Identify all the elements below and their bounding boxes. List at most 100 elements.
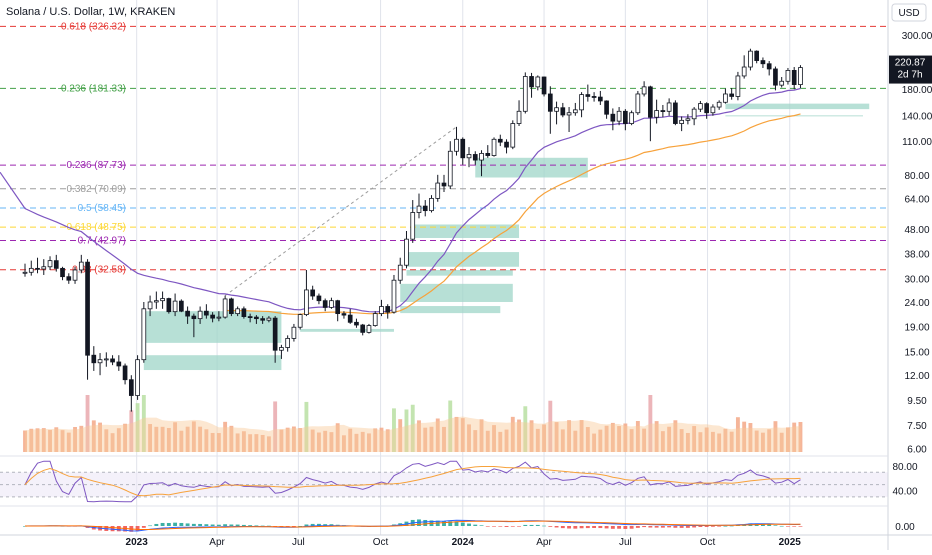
candle-body [698, 103, 703, 110]
volume-bar [379, 427, 384, 452]
candle-body [335, 300, 341, 315]
volume-bar [773, 421, 778, 452]
volume-bar [254, 434, 259, 452]
candle-body [723, 93, 728, 103]
volume-bar [442, 426, 446, 452]
candle-body [128, 379, 134, 396]
volume-bar [492, 425, 496, 452]
volume-bar [617, 426, 622, 452]
macd-hist-bar [517, 526, 521, 527]
candle-body [491, 138, 497, 156]
volume-bar [54, 427, 59, 452]
time-tick-label: 2023 [126, 537, 149, 548]
volume-bar [573, 430, 578, 452]
volume-bar [141, 395, 146, 452]
volume-bar [323, 430, 328, 452]
macd-hist-bar [173, 522, 178, 526]
volume-bar [291, 426, 296, 452]
volume-bar [392, 408, 396, 452]
macd-hist-bar [585, 526, 590, 529]
candle-body [504, 141, 509, 148]
macd-hist-bar [179, 522, 184, 526]
volume-bar [623, 423, 628, 452]
volume-layer [23, 395, 803, 452]
macd-hist-bar [654, 526, 659, 528]
volume-bar [535, 428, 540, 452]
macd-hist-bar [260, 525, 265, 527]
volume-bar [273, 401, 278, 452]
grid-layer [136, 0, 791, 535]
candle-body [147, 301, 153, 310]
ema-fast-line [0, 87, 801, 313]
volume-bar [792, 422, 797, 452]
candle-body [122, 365, 128, 381]
price-tick-label: 19.00 [904, 323, 929, 334]
volume-bar [123, 423, 128, 452]
volume-bar [667, 426, 672, 452]
candle-body [97, 359, 103, 364]
candle-body [116, 361, 122, 367]
candle-body [566, 112, 572, 116]
macd-signal-line [25, 520, 801, 530]
candle-body [791, 70, 797, 85]
candle-body [766, 63, 772, 70]
fib-level-label: 0.618 (48.75) [67, 222, 127, 233]
macd-hist-bar [542, 525, 546, 527]
volume-bar [685, 432, 690, 452]
volume-bar [642, 428, 647, 452]
macd-hist-bar [298, 525, 303, 527]
fvg-zone [406, 252, 520, 267]
candle-body [704, 103, 709, 114]
candle-body [535, 76, 541, 88]
macd-hist-bar [604, 526, 609, 529]
candle-body [429, 197, 434, 212]
volume-bar [754, 430, 759, 452]
volume-bar [729, 431, 734, 452]
candle-body [379, 306, 384, 315]
candle-body [629, 112, 634, 124]
candle-body [510, 123, 516, 148]
macd-hist-bar [116, 526, 121, 532]
volume-bar [510, 416, 515, 452]
macd-hist-bar [148, 525, 153, 527]
macd-hist-bar [310, 523, 315, 526]
macd-hist-bar [198, 523, 203, 526]
candle-body [103, 358, 109, 361]
macd-hist-bar [560, 526, 565, 529]
candle-body [798, 67, 803, 85]
candle-body [554, 107, 559, 112]
macd-hist-bar [629, 526, 634, 529]
macd-hist-bar [798, 526, 803, 527]
macd-hist-bar [485, 526, 490, 527]
candle-body [597, 96, 603, 102]
volume-bar [692, 426, 697, 452]
fib-level-label: 0.382 (70.09) [67, 184, 127, 195]
candle-body [316, 295, 322, 302]
macd-hist-bar [204, 524, 209, 526]
macd-tick-label: 0.00 [895, 522, 915, 533]
candle-body [85, 261, 90, 356]
time-tick-label: Jul [292, 537, 305, 548]
candle-body [78, 261, 84, 271]
volume-bar [79, 425, 84, 452]
macd-hist-bar [617, 526, 622, 529]
candle-body [679, 119, 684, 124]
candle-body [72, 269, 78, 281]
rsi-tick-label: 80.00 [892, 462, 917, 473]
candle-body [22, 271, 28, 274]
price-tick-label: 48.00 [904, 225, 929, 236]
currency-button[interactable]: USD [891, 3, 927, 22]
macd-hist-bar [460, 522, 465, 526]
fvg-zone [400, 283, 513, 302]
candle-body [391, 279, 397, 313]
volume-bar [367, 433, 371, 452]
candle-body [254, 316, 259, 320]
volume-bar [404, 409, 409, 452]
macd-hist-bar [248, 525, 253, 526]
volume-bar [604, 425, 609, 452]
fvg-zone [400, 306, 501, 314]
macd-hist-bar [291, 526, 296, 527]
candle-body [28, 267, 34, 273]
volume-bar [148, 424, 153, 452]
candle-body [447, 150, 453, 187]
